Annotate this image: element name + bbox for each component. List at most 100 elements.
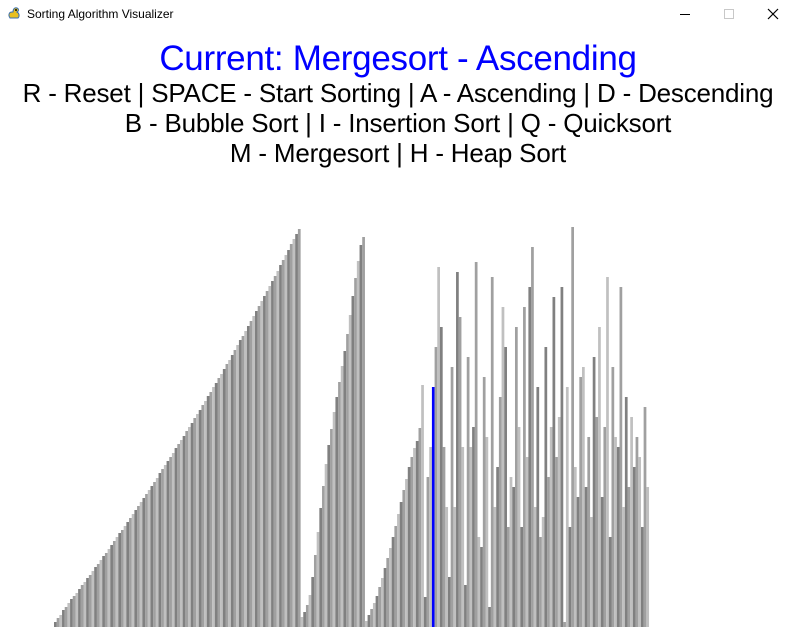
array-bar — [246, 326, 250, 627]
array-bar — [163, 465, 167, 627]
array-bar — [241, 336, 245, 627]
array-bar — [407, 467, 411, 627]
array-bar — [632, 467, 636, 627]
array-bar — [598, 327, 601, 627]
window-titlebar: Sorting Algorithm Visualizer — [0, 0, 796, 28]
array-bar — [506, 527, 510, 627]
array-bar — [405, 479, 408, 627]
array-bar — [616, 447, 620, 627]
maximize-button[interactable] — [706, 0, 752, 28]
array-bar — [619, 287, 623, 627]
array-bar — [354, 278, 357, 627]
array-bar — [488, 607, 491, 627]
array-bar — [539, 537, 542, 627]
array-bar — [614, 437, 617, 627]
array-bar — [54, 622, 57, 627]
array-bar — [474, 262, 478, 627]
array-bar — [592, 357, 596, 627]
array-bar — [198, 410, 202, 627]
array-bar — [147, 490, 151, 627]
array-bar — [193, 418, 197, 627]
array-bar — [289, 244, 293, 627]
array-bar — [367, 615, 371, 627]
array-bar — [126, 522, 130, 627]
array-bar — [509, 477, 513, 627]
array-bar — [386, 558, 390, 627]
array-bar — [520, 527, 524, 627]
array-bar — [410, 457, 414, 627]
array-bar — [421, 385, 424, 627]
array-bar — [429, 447, 432, 627]
array-bar — [153, 482, 156, 627]
array-bar — [322, 486, 325, 627]
array-bar — [496, 467, 499, 627]
array-bar — [490, 277, 494, 627]
array-bar — [624, 397, 628, 627]
array-bar — [582, 367, 585, 627]
array-bar — [225, 364, 229, 627]
array-bar — [228, 360, 231, 627]
array-bar — [549, 427, 553, 627]
array-bar — [469, 447, 473, 627]
array-bar — [83, 582, 87, 627]
array-bar — [188, 427, 191, 627]
array-bar — [134, 510, 138, 627]
array-bar — [442, 447, 446, 627]
array-bar — [236, 345, 239, 627]
array-bar — [196, 414, 199, 627]
array-bar — [536, 387, 540, 627]
array-bar — [485, 437, 489, 627]
array-bar — [439, 327, 443, 627]
array-bar — [308, 595, 312, 627]
close-button[interactable] — [750, 0, 796, 28]
array-bar — [603, 427, 607, 627]
array-bar — [64, 607, 68, 627]
array-bar — [389, 548, 392, 627]
array-bar — [646, 487, 650, 627]
array-bar — [466, 357, 470, 627]
array-bar — [110, 545, 114, 627]
array-bar — [453, 507, 457, 627]
array-bar — [531, 247, 534, 627]
array-bar — [327, 445, 331, 627]
array-bar — [464, 585, 467, 627]
array-bar — [129, 518, 132, 627]
array-bar — [279, 265, 282, 627]
array-bar — [560, 287, 564, 627]
array-bar — [461, 447, 465, 627]
array-bar — [190, 423, 194, 627]
array-bar — [402, 490, 406, 627]
array-bar — [230, 355, 234, 627]
array-bar — [305, 605, 309, 627]
array-bar — [590, 517, 593, 627]
array-bar — [608, 537, 612, 627]
array-bar — [338, 382, 341, 627]
array-bar — [177, 444, 181, 627]
array-bar — [514, 327, 518, 627]
array-bar — [606, 277, 609, 627]
array-bar — [271, 281, 274, 627]
array-bar — [445, 507, 449, 627]
array-bar — [217, 378, 221, 627]
array-bar — [346, 334, 349, 627]
array-bar — [397, 514, 400, 627]
array-bar — [150, 486, 154, 627]
array-bar — [297, 229, 301, 627]
array-bar — [155, 478, 159, 627]
minimize-button[interactable] — [662, 0, 708, 28]
array-bar — [158, 473, 162, 627]
window-title: Sorting Algorithm Visualizer — [27, 7, 174, 21]
array-bar — [330, 429, 333, 627]
array-bar — [525, 457, 529, 627]
help-line-more-algorithms: M - Mergesort | H - Heap Sort — [229, 138, 567, 168]
array-bar — [565, 387, 569, 627]
array-bar — [59, 615, 63, 627]
array-bar — [284, 255, 288, 627]
array-bar — [174, 448, 178, 627]
array-bar — [316, 532, 320, 627]
array-bar — [182, 436, 186, 627]
array-bar — [313, 555, 317, 627]
array-bar — [394, 526, 398, 627]
array-bar — [91, 571, 95, 627]
array-bar — [292, 239, 296, 627]
